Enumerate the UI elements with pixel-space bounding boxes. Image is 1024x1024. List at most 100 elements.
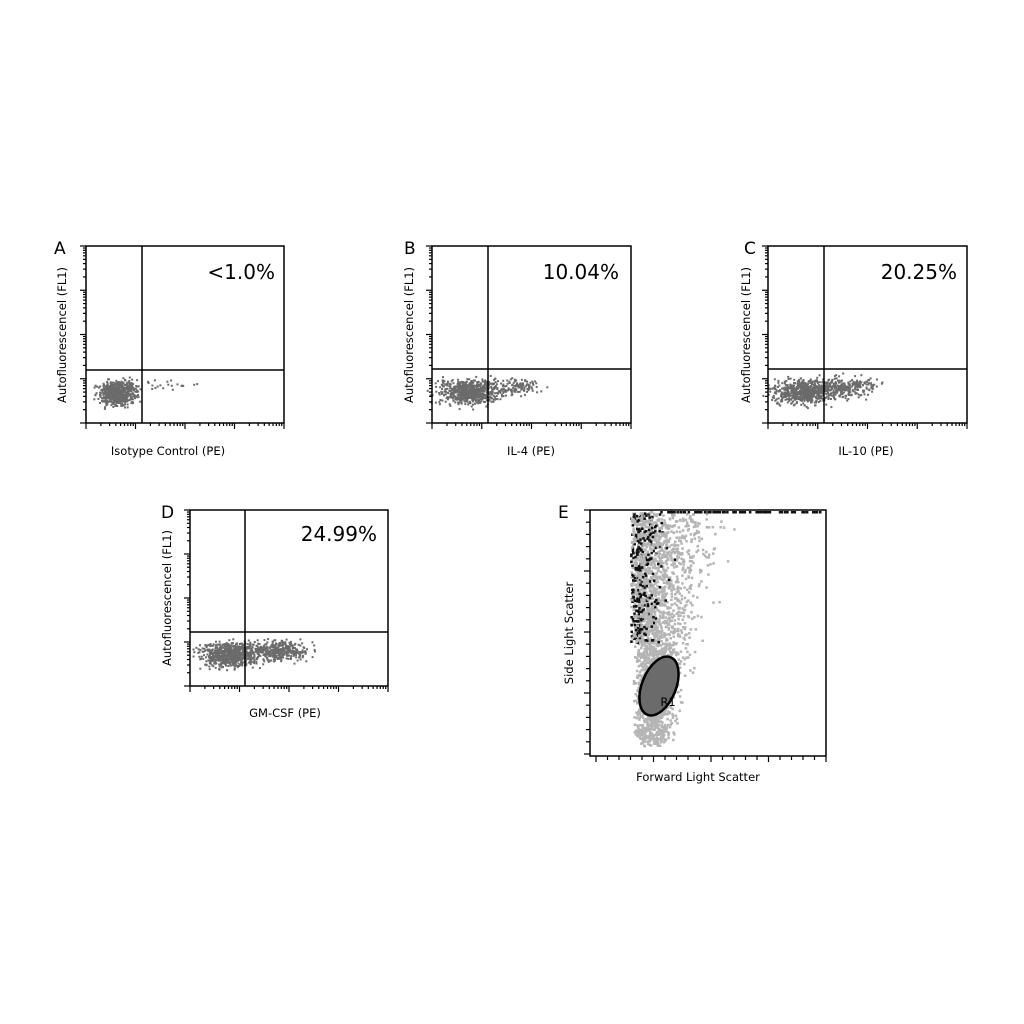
event-dot [672,696,676,699]
event-dot [122,399,125,402]
event-dot [241,664,244,667]
event-dot [469,393,472,395]
event-dot [832,395,835,398]
event-dot [234,662,237,665]
event-dot [205,644,208,647]
event-dot [459,387,462,390]
event-dot [776,386,779,388]
event-dot [131,401,134,404]
event-dot [646,566,650,569]
event-dot [295,653,297,656]
event-dot [848,388,851,391]
event-dot [813,387,816,390]
event-dot [139,400,142,403]
event-dot [470,395,473,398]
event-dot [265,647,268,650]
event-dot [299,638,302,641]
event-dot [482,385,485,388]
event-dot [288,649,291,651]
event-dot [838,394,841,397]
event-dot [255,658,258,661]
event-dot [109,393,112,396]
event-dot [456,391,459,394]
event-dot [458,389,461,392]
event-dot [206,648,209,651]
event-dot [479,395,482,398]
event-dot [257,646,260,649]
event-dot [104,401,107,403]
event-dot [663,519,666,522]
event-dot [658,614,662,617]
event-dot [818,374,821,377]
event-dot [215,649,218,652]
plots [80,245,968,762]
event-dot [502,379,505,382]
event-dot [494,377,497,380]
event-dot [458,397,461,400]
event-dot [811,382,814,385]
event-dot [227,655,230,658]
event-dot [221,652,224,655]
event-dot [816,385,819,388]
event-dot [811,394,814,397]
event-dot [257,642,260,645]
event-dot [460,384,463,387]
event-dot [522,384,525,387]
event-dot [290,655,293,657]
event-dot [647,616,651,619]
event-dot [114,390,116,393]
event-dot [791,397,793,400]
event-dot [660,547,664,550]
event-dot [99,395,102,398]
event-dot [273,639,276,642]
event-dot [454,398,457,401]
event-dot [801,392,804,395]
event-dot [273,660,275,663]
event-dot [282,656,285,659]
event-dot [233,657,236,660]
event-dot [467,393,470,396]
event-dot [442,382,445,385]
event-dot [457,381,460,383]
event-dot [119,386,122,389]
event-dot [93,386,96,389]
event-dot [213,657,216,660]
event-dot [650,519,653,522]
event-dot [659,590,662,593]
event-dot [659,541,662,545]
event-dot [116,383,119,386]
event-dot [223,643,226,645]
event-dot [100,388,103,391]
event-dot [524,393,526,396]
event-dot [473,393,475,396]
event-dot [834,382,837,385]
event-dot [220,663,223,666]
event-dot [848,383,851,386]
event-dot [467,403,470,406]
event-dot [670,721,674,725]
event-dot [520,395,523,398]
event-dot [517,386,520,389]
event-dot [208,656,210,659]
event-dot [505,385,508,387]
event-dot [806,389,809,391]
event-dot [464,403,467,406]
event-dot [500,388,503,391]
event-dot [775,392,778,395]
event-dot [797,380,800,383]
event-dot [796,382,799,385]
event-dot [687,599,690,602]
event-dot [779,400,782,403]
event-dot [464,386,467,389]
event-dot [446,384,449,387]
event-dot [816,394,819,397]
event-dot [237,649,240,652]
event-dot [831,385,834,388]
event-dot [636,591,639,595]
event-dot [121,385,124,388]
event-dot [222,660,225,663]
event-dot [821,385,824,388]
event-dot [789,385,792,388]
event-dot [656,644,659,647]
event-dot [514,387,517,390]
